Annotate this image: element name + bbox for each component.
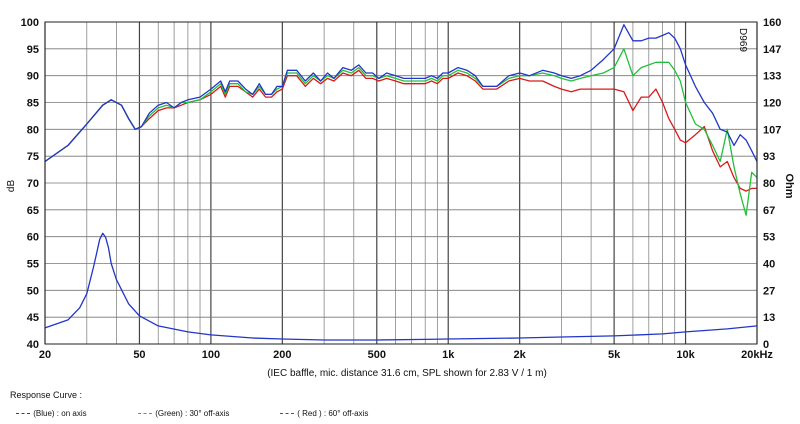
legend-label: (Green) : 30° off-axis (155, 409, 230, 418)
y-right-tick-label: 160 (763, 17, 781, 29)
y-right-tick-label: 133 (763, 71, 781, 83)
y-left-tick-label: 70 (27, 178, 39, 190)
legend-swatch-green (138, 413, 152, 415)
x-tick-label: 2k (514, 349, 527, 361)
y-right-tick-label: 40 (763, 259, 775, 271)
y-left-tick-label: 60 (27, 232, 39, 244)
y-right-tick-label: 120 (763, 98, 781, 110)
legend-swatch-red (280, 413, 294, 415)
y-right-tick-label: 0 (763, 339, 769, 351)
legend-item-blue: (Blue) : on axis (16, 409, 87, 418)
x-tick-label: 5k (608, 349, 621, 361)
legend-title: Response Curve : (10, 390, 83, 400)
y-right-axis-label: Ohm (783, 173, 795, 198)
y-left-tick-label: 45 (27, 312, 39, 324)
series-layer (44, 24, 758, 341)
x-tick-label: 1k (442, 349, 455, 361)
y-left-tick-label: 100 (21, 17, 39, 29)
y-left-tick-label: 90 (27, 71, 39, 83)
series-line-3 (44, 232, 758, 341)
y-right-tick-label: 27 (763, 285, 775, 297)
x-tick-label: 50 (133, 349, 145, 361)
y-left-tick-label: 50 (27, 285, 39, 297)
x-tick-label: 10k (676, 349, 695, 361)
x-tick-label: 100 (202, 349, 220, 361)
x-tick-label: 500 (368, 349, 386, 361)
legend-item-green: (Green) : 30° off-axis (138, 409, 229, 418)
plot-frame (0, 0, 800, 390)
legend-label: (Blue) : on axis (33, 409, 87, 418)
plot-border (44, 21, 758, 345)
y-right-tick-label: 107 (763, 124, 781, 136)
watermark: D969 (737, 28, 748, 52)
y-right-tick-label: 53 (763, 232, 775, 244)
y-left-tick-label: 80 (27, 124, 39, 136)
y-right-tick-label: 93 (763, 151, 775, 163)
legend-swatch-blue (16, 413, 30, 415)
tick-labels: 100 95 90 85 80 75 70 65 60 55 50 45 40 160 147 133 120 1… (21, 17, 782, 361)
x-tick-label: 20 (39, 349, 51, 361)
y-left-tick-label: 75 (27, 151, 39, 163)
x-tick-label: 200 (273, 349, 291, 361)
frequency-response-chart: 100 95 90 85 80 75 70 65 60 55 50 45 40 160 147 133 120 1… (0, 0, 800, 390)
y-left-tick-label: 85 (27, 98, 39, 110)
y-left-axis-label: dB (6, 180, 17, 193)
series-line-1 (44, 48, 758, 216)
y-left-tick-label: 95 (27, 44, 39, 56)
y-right-tick-label: 13 (763, 312, 775, 324)
legend-item-red: ( Red ) : 60° off-axis (280, 409, 368, 418)
chart-caption: (IEC baffle, mic. distance 31.6 cm, SPL … (267, 368, 547, 379)
y-right-tick-label: 147 (763, 44, 781, 56)
y-left-tick-label: 65 (27, 205, 39, 217)
y-right-tick-label: 67 (763, 205, 775, 217)
legend: Response Curve : (Blue) : on axis (Green… (10, 390, 790, 424)
y-left-tick-label: 55 (27, 259, 39, 271)
series-line-0 (44, 24, 758, 163)
x-tick-label: 20kHz (741, 349, 773, 361)
legend-label: ( Red ) : 60° off-axis (297, 409, 369, 418)
y-left-tick-label: 40 (27, 339, 39, 351)
y-right-tick-label: 80 (763, 178, 775, 190)
